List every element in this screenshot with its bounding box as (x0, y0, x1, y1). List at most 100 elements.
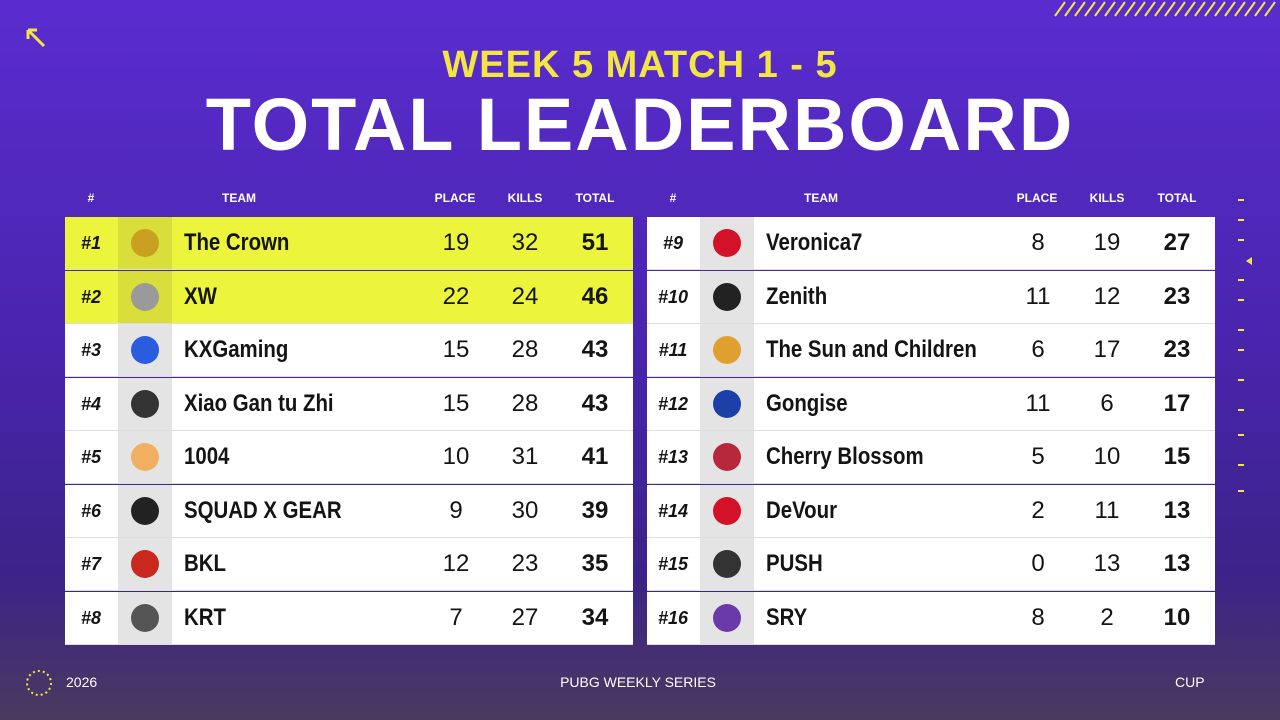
place: 10 (442, 443, 470, 470)
total: 13 (1163, 496, 1191, 524)
logo-icon (131, 550, 159, 578)
total: 23 (1163, 282, 1191, 310)
kills: 17 (1093, 336, 1121, 363)
table-row: #3 KXGaming 15 28 43 (65, 324, 633, 377)
column-header: PLACE (1016, 191, 1058, 205)
total: 15 (1163, 443, 1191, 470)
team-name: SQUAD X GEAR (184, 496, 342, 524)
table-row: #9 Veronica7 8 19 27 (647, 217, 1215, 270)
total: 51 (581, 229, 609, 256)
team-name: The Sun and Children (766, 336, 977, 363)
kills: 28 (511, 336, 539, 363)
place: 22 (442, 282, 470, 310)
footer-series: PUBG WEEKLY SERIES (560, 674, 716, 690)
column-header: PLACE (434, 191, 476, 205)
logo-icon (713, 443, 741, 471)
rank: #7 (80, 554, 102, 574)
total: 46 (581, 282, 609, 310)
team-logo (700, 431, 754, 483)
logo-icon (713, 229, 741, 257)
place: 0 (1031, 550, 1045, 577)
total: 10 (1163, 603, 1191, 631)
rank: #6 (80, 500, 102, 521)
rank: #10 (657, 286, 689, 307)
kills: 27 (511, 603, 539, 631)
rank: #4 (80, 393, 102, 414)
team-logo (118, 591, 172, 644)
arrow-icon (26, 28, 46, 48)
table-row: #1 The Crown 19 32 51 (65, 217, 633, 270)
team-logo (700, 377, 754, 430)
team-name: XW (184, 282, 217, 310)
team-logo (700, 484, 754, 537)
logo-icon (713, 603, 741, 632)
team-logo (700, 538, 754, 590)
kills: 24 (511, 282, 539, 310)
kills: 13 (1093, 550, 1121, 577)
rank: #2 (80, 286, 102, 307)
team-name: BKL (184, 550, 226, 577)
table-row: #8 KRT 7 27 34 (65, 591, 633, 645)
team-logo (118, 324, 172, 376)
circle-deco (26, 670, 52, 696)
table-row: #10 Zenith 11 12 23 (647, 270, 1215, 324)
table-row: #5 1004 10 31 41 (65, 431, 633, 484)
table-row: #15 PUSH 0 13 13 (647, 538, 1215, 591)
table-row: #13 Cherry Blossom 5 10 15 (647, 431, 1215, 484)
place: 6 (1031, 336, 1045, 363)
logo-icon (713, 282, 741, 311)
total: 43 (581, 389, 609, 417)
team-name: Gongise (766, 389, 848, 417)
total: 39 (581, 496, 609, 524)
total: 35 (581, 550, 609, 577)
team-logo (700, 270, 754, 323)
place: 5 (1031, 443, 1045, 470)
team-name: KRT (184, 603, 226, 631)
table-row: #6 SQUAD X GEAR 9 30 39 (65, 484, 633, 538)
stripe-deco (1054, 1, 1276, 17)
team-logo (118, 217, 172, 269)
logo-icon (131, 282, 159, 311)
table-row: #4 Xiao Gan tu Zhi 15 28 43 (65, 377, 633, 431)
rank: #13 (657, 447, 689, 467)
rank: #1 (80, 233, 102, 253)
team-name: Cherry Blossom (766, 443, 924, 470)
rank: #5 (80, 447, 102, 467)
place: 8 (1031, 603, 1045, 631)
footer-cup: CUP (1175, 674, 1205, 690)
place: 11 (1025, 389, 1051, 417)
place: 15 (442, 336, 470, 363)
team-name: SRY (766, 603, 808, 631)
table-row: #11 The Sun and Children 6 17 23 (647, 324, 1215, 377)
logo-icon (131, 336, 159, 364)
rank: #8 (80, 607, 102, 628)
kills: 31 (511, 443, 539, 470)
logo-icon (131, 229, 159, 257)
kills: 19 (1093, 229, 1121, 256)
column-header: KILLS (507, 191, 543, 205)
total: 17 (1163, 389, 1191, 417)
team-logo (700, 217, 754, 269)
logo-icon (713, 550, 741, 578)
place: 19 (442, 229, 470, 256)
rank: #14 (657, 500, 689, 521)
team-name: 1004 (184, 443, 230, 470)
kills: 30 (511, 496, 539, 524)
column-header: TEAM (804, 191, 838, 205)
title: TOTAL LEADERBOARD (205, 83, 1075, 166)
rank: #16 (657, 607, 689, 628)
total: 34 (581, 603, 609, 631)
place: 7 (449, 603, 463, 631)
total: 43 (581, 336, 609, 363)
logo-icon (131, 496, 159, 525)
rank: #9 (662, 233, 684, 253)
footer-year: 2026 (66, 674, 98, 690)
subtitle: WEEK 5 MATCH 1 - 5 (442, 44, 838, 86)
total: 41 (581, 443, 609, 470)
place: 8 (1031, 229, 1045, 256)
place: 12 (442, 550, 470, 577)
table-row: #2 XW 22 24 46 (65, 270, 633, 324)
team-name: Veronica7 (766, 229, 863, 256)
kills: 10 (1093, 443, 1121, 470)
logo-icon (713, 389, 741, 418)
